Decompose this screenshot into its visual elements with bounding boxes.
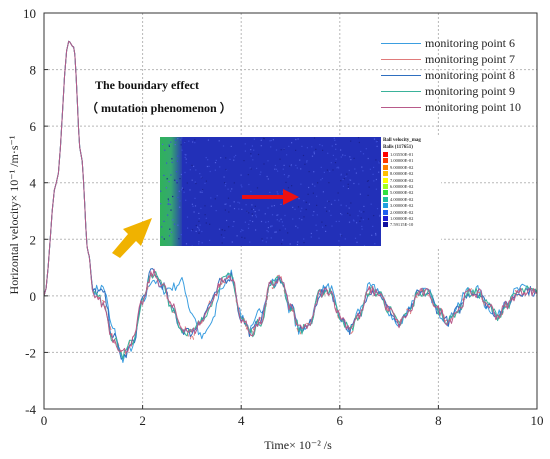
inset-legend-row: 1.03550E-01 [383,152,413,157]
boundary-stripe [160,137,182,246]
series-lines [43,40,538,363]
yellow-arrow-icon [112,218,152,258]
y-tick-label: 0 [30,289,37,304]
inset-color-legend: Ball velocity_mag Balls (117651) 1.03550… [381,137,441,247]
inset-legend-value: 1.03550E-01 [390,152,414,157]
inset-legend-value: 9.00000E-02 [390,164,414,170]
x-axis-label: Time× 10⁻² /s [264,438,332,452]
legend-item: monitoring point 9 [381,84,515,98]
red-arrow-icon [242,189,299,205]
legend-item: monitoring point 6 [381,36,515,50]
x-tick-label: 6 [337,413,344,428]
inset-legend-swatch [383,171,388,177]
inset-legend-row: 6.00000E-02 [383,184,413,189]
inset-legend-value: 3.00000E-02 [390,203,414,209]
x-tick-label: 2 [139,413,146,428]
x-tick-label: 4 [238,413,245,428]
inset-legend-swatch [383,209,388,215]
inset-legend-swatch [383,164,388,170]
inset-legend-swatch [383,203,388,209]
inset-legend-value: 7.00000E-02 [390,177,414,183]
inset-legend-value: 5.00000E-02 [390,190,414,196]
inset-legend-swatch [383,222,388,228]
inset-legend-value: 1.00000E-01 [390,158,414,164]
inset-legend-swatch [383,177,388,183]
inset-legend-subtitle: Balls (117651) [383,145,413,150]
inset-legend-row: 5.00000E-02 [383,190,414,196]
legend-label: monitoring point 9 [425,84,515,98]
legend-label: monitoring point 6 [425,36,515,50]
mutation-phenomenon-annotation: （ mutation phenomenon ） [86,101,232,115]
inset-legend-row: 7.00000E-02 [383,177,414,183]
legend-item: monitoring point 10 [381,100,521,114]
y-tick-label: 10 [23,6,36,21]
inset-legend-row: 1.00000E-02 [383,216,413,221]
y-tick-label: -4 [25,402,36,417]
series-line-10 [43,40,538,353]
inset-legend-value: 7.59115E-10 [390,222,414,228]
legend-label: monitoring point 8 [425,68,515,82]
y-tick-label: 2 [30,232,37,247]
legend-item: monitoring point 8 [381,68,515,82]
inset-legend-swatch [383,196,388,202]
particle-noise [160,137,384,246]
x-tick-label: 0 [41,413,48,428]
legend-label: monitoring point 10 [425,100,521,114]
legend-label: monitoring point 7 [425,52,515,66]
legend-line-swatch [381,59,421,60]
y-axis-label: Horizontal velocity× 10⁻¹ /m·s⁻¹ [7,135,21,294]
inset-legend-swatch [383,190,388,196]
boundary-effect-annotation: The boundary effect [95,78,199,92]
inset-legend-row: 1.00000E-01 [383,158,414,164]
inset-legend-row: 2.00000E-02 [383,209,414,215]
legend-line-swatch [381,107,421,108]
particle-simulation-inset [160,137,384,246]
legend-item: monitoring point 7 [381,52,515,66]
legend-line-swatch [381,75,421,76]
y-tick-label: 6 [30,119,37,134]
inset-legend-row: 9.00000E-02 [383,164,414,170]
inset-legend-value: 1.00000E-02 [390,216,414,221]
inset-legend-value: 6.00000E-02 [390,184,414,189]
inset-legend-swatch [383,184,388,189]
y-tick-label: 8 [30,63,37,78]
x-tick-label: 10 [531,413,544,428]
inset-legend-swatch [383,158,388,164]
inset-legend-row: 3.00000E-02 [383,203,414,209]
inset-legend-row: 8.00000E-02 [383,171,414,177]
inset-legend-value: 8.00000E-02 [390,171,414,177]
inset-legend-title: Ball velocity_mag [383,138,421,143]
legend-line-swatch [381,43,421,44]
legend-line-swatch [381,91,421,92]
inset-legend-value: 4.00000E-02 [390,196,414,202]
inset-legend-row: 7.59115E-10 [383,222,414,228]
inset-legend-row: 4.00000E-02 [383,196,414,202]
y-tick-label: -2 [25,345,36,360]
y-tick-label: 4 [30,176,37,191]
inset-legend-value: 2.00000E-02 [390,209,414,215]
x-tick-label: 8 [435,413,442,428]
plot-frame [43,12,538,410]
inset-legend-swatch [383,216,388,221]
inset-legend-swatch [383,152,388,157]
axis-ticks: 0 2 4 6 8 10 -4 -2 0 2 4 6 8 10 [23,6,544,428]
